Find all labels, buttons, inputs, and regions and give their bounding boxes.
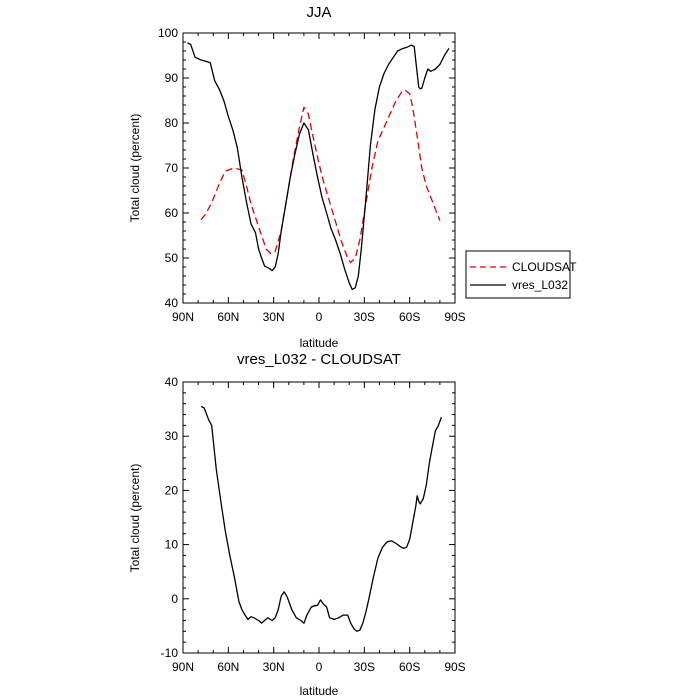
- bottom-chart-frame: [182, 381, 456, 654]
- top-chart-frame: [182, 32, 456, 304]
- top-series-line-vres-l032: [187, 42, 450, 291]
- bottom-y-tick-label: 10: [165, 538, 179, 552]
- legend-box: [465, 250, 571, 299]
- top-chart-ylabel: Total cloud (percent): [128, 114, 142, 223]
- top-y-tick-label: 50: [165, 251, 179, 265]
- top-chart-xlabel: latitude: [300, 336, 339, 350]
- top-x-tick-label: 60N: [217, 310, 239, 324]
- top-x-tick-label: 90N: [172, 310, 194, 324]
- top-chart-title: JJA: [306, 4, 331, 21]
- bottom-y-tick-label: 0: [171, 592, 178, 606]
- bottom-y-tick-label: 40: [165, 375, 179, 389]
- bottom-chart-xlabel: latitude: [300, 684, 339, 698]
- bottom-y-tick-label: 30: [165, 429, 179, 443]
- top-chart-panel: JJA 90N 60N 30N 0 30S 60S 90S 40 50 60 70 80 90 100 l…: [128, 4, 577, 350]
- legend: CLOUDSAT vres_L032: [465, 250, 577, 299]
- bottom-y-tick-label: 20: [165, 483, 179, 497]
- bottom-chart-ticks: 90N 60N 30N 0 30S 60S 90S -10 0 10 20 30 40: [161, 375, 466, 674]
- bottom-chart-panel: vres_L032 - CLOUDSAT 90N 60N 30N 0 30S 60S 90S…: [128, 351, 466, 698]
- top-y-tick-label: 80: [165, 116, 179, 130]
- top-x-tick-label: 0: [316, 310, 323, 324]
- top-y-tick-label: 70: [165, 161, 179, 175]
- top-y-tick-label: 60: [165, 206, 179, 220]
- bottom-x-tick-label: 60N: [217, 660, 239, 674]
- top-series-line-cloudsat: [200, 89, 441, 264]
- bottom-chart-ylabel: Total cloud (percent): [128, 464, 142, 573]
- top-y-tick-label: 90: [165, 71, 179, 85]
- top-chart-ticks: 90N 60N 30N 0 30S 60S 90S 40 50 60 70 80 90 100: [158, 26, 466, 324]
- top-x-tick-label: 30N: [263, 310, 285, 324]
- top-x-tick-label: 90S: [444, 310, 465, 324]
- bottom-x-tick-label: 90N: [172, 660, 194, 674]
- top-x-tick-label: 30S: [354, 310, 375, 324]
- legend-label-vres: vres_L032: [512, 278, 568, 292]
- legend-label-cloudsat: CLOUDSAT: [512, 260, 577, 274]
- bottom-x-tick-label: 90S: [444, 660, 465, 674]
- bottom-x-tick-label: 30N: [263, 660, 285, 674]
- bottom-series-line-difference-0: [200, 405, 443, 632]
- bottom-x-tick-label: 30S: [354, 660, 375, 674]
- top-y-tick-label: 40: [165, 296, 179, 310]
- top-chart-series: [187, 42, 450, 291]
- bottom-y-tick-label: -10: [161, 646, 179, 660]
- bottom-x-tick-label: 0: [316, 660, 323, 674]
- bottom-chart-series: [200, 405, 443, 632]
- bottom-x-tick-label: 60S: [399, 660, 420, 674]
- top-y-tick-label: 100: [158, 26, 178, 40]
- bottom-chart-title: vres_L032 - CLOUDSAT: [237, 351, 401, 368]
- top-x-tick-label: 60S: [399, 310, 420, 324]
